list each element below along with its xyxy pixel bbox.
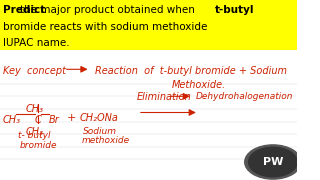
Text: Br: Br	[49, 115, 60, 125]
Text: Predict: Predict	[3, 5, 45, 15]
Text: CH₃: CH₃	[25, 127, 43, 137]
Text: bromide: bromide	[19, 141, 57, 150]
Text: methoxide: methoxide	[82, 136, 130, 145]
Text: IUPAC name.: IUPAC name.	[3, 38, 69, 48]
Text: CH₂ONa: CH₂ONa	[80, 112, 119, 123]
Text: t- butyl: t- butyl	[18, 131, 50, 140]
Text: the major product obtained when: the major product obtained when	[20, 5, 195, 15]
Text: t-butyl: t-butyl	[215, 5, 255, 15]
Text: CH₃: CH₃	[25, 103, 43, 114]
FancyBboxPatch shape	[0, 0, 297, 50]
Text: C: C	[34, 115, 41, 125]
Text: +: +	[67, 112, 76, 123]
Text: Dehydrohalogenation: Dehydrohalogenation	[196, 92, 293, 101]
Circle shape	[245, 145, 301, 179]
Text: Methoxide.: Methoxide.	[172, 80, 226, 90]
Text: CH₃: CH₃	[3, 115, 21, 125]
Text: Key  concept: Key concept	[3, 66, 66, 76]
Text: Sodium: Sodium	[83, 127, 117, 136]
Text: PW: PW	[263, 157, 283, 167]
Circle shape	[249, 147, 297, 177]
Text: bromide reacts with sodium methoxide: bromide reacts with sodium methoxide	[3, 22, 207, 32]
Text: Elimination: Elimination	[136, 92, 191, 102]
Text: Reaction  of  t-butyl bromide + Sodium: Reaction of t-butyl bromide + Sodium	[95, 66, 287, 76]
